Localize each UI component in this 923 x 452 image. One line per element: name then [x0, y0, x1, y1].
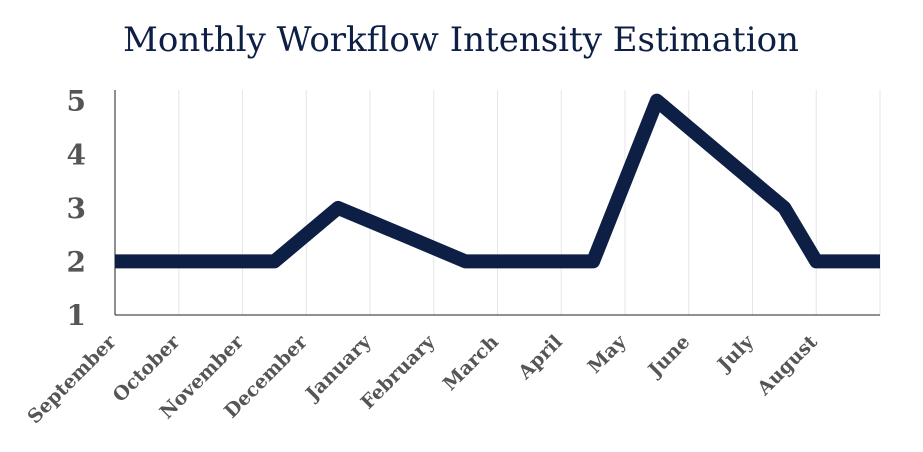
- y-tick-label: 5: [67, 85, 86, 118]
- grid-lines: [178, 90, 881, 315]
- series-layer: [115, 93, 880, 269]
- y-tick-label: 4: [67, 138, 86, 171]
- x-tick-label: March: [439, 331, 503, 395]
- x-tick-label: June: [643, 331, 694, 382]
- chart-title: Monthly Workflow Intensity Estimation: [123, 20, 799, 60]
- y-tick-label: 1: [67, 299, 86, 332]
- x-tick-label: May: [584, 330, 632, 378]
- x-tick-label: September: [23, 330, 121, 428]
- x-axis-ticks: SeptemberOctoberNovemberDecemberJanuaryF…: [23, 330, 822, 428]
- y-tick-label: 3: [67, 192, 86, 225]
- x-tick-label: August: [752, 331, 822, 401]
- series-line: [115, 93, 880, 269]
- axes: [114, 90, 880, 316]
- x-tick-label: July: [712, 330, 759, 377]
- x-tick-label: April: [513, 331, 566, 384]
- y-axis-ticks: 1 2 3 4 5: [67, 85, 86, 332]
- y-tick-label: 2: [67, 245, 86, 278]
